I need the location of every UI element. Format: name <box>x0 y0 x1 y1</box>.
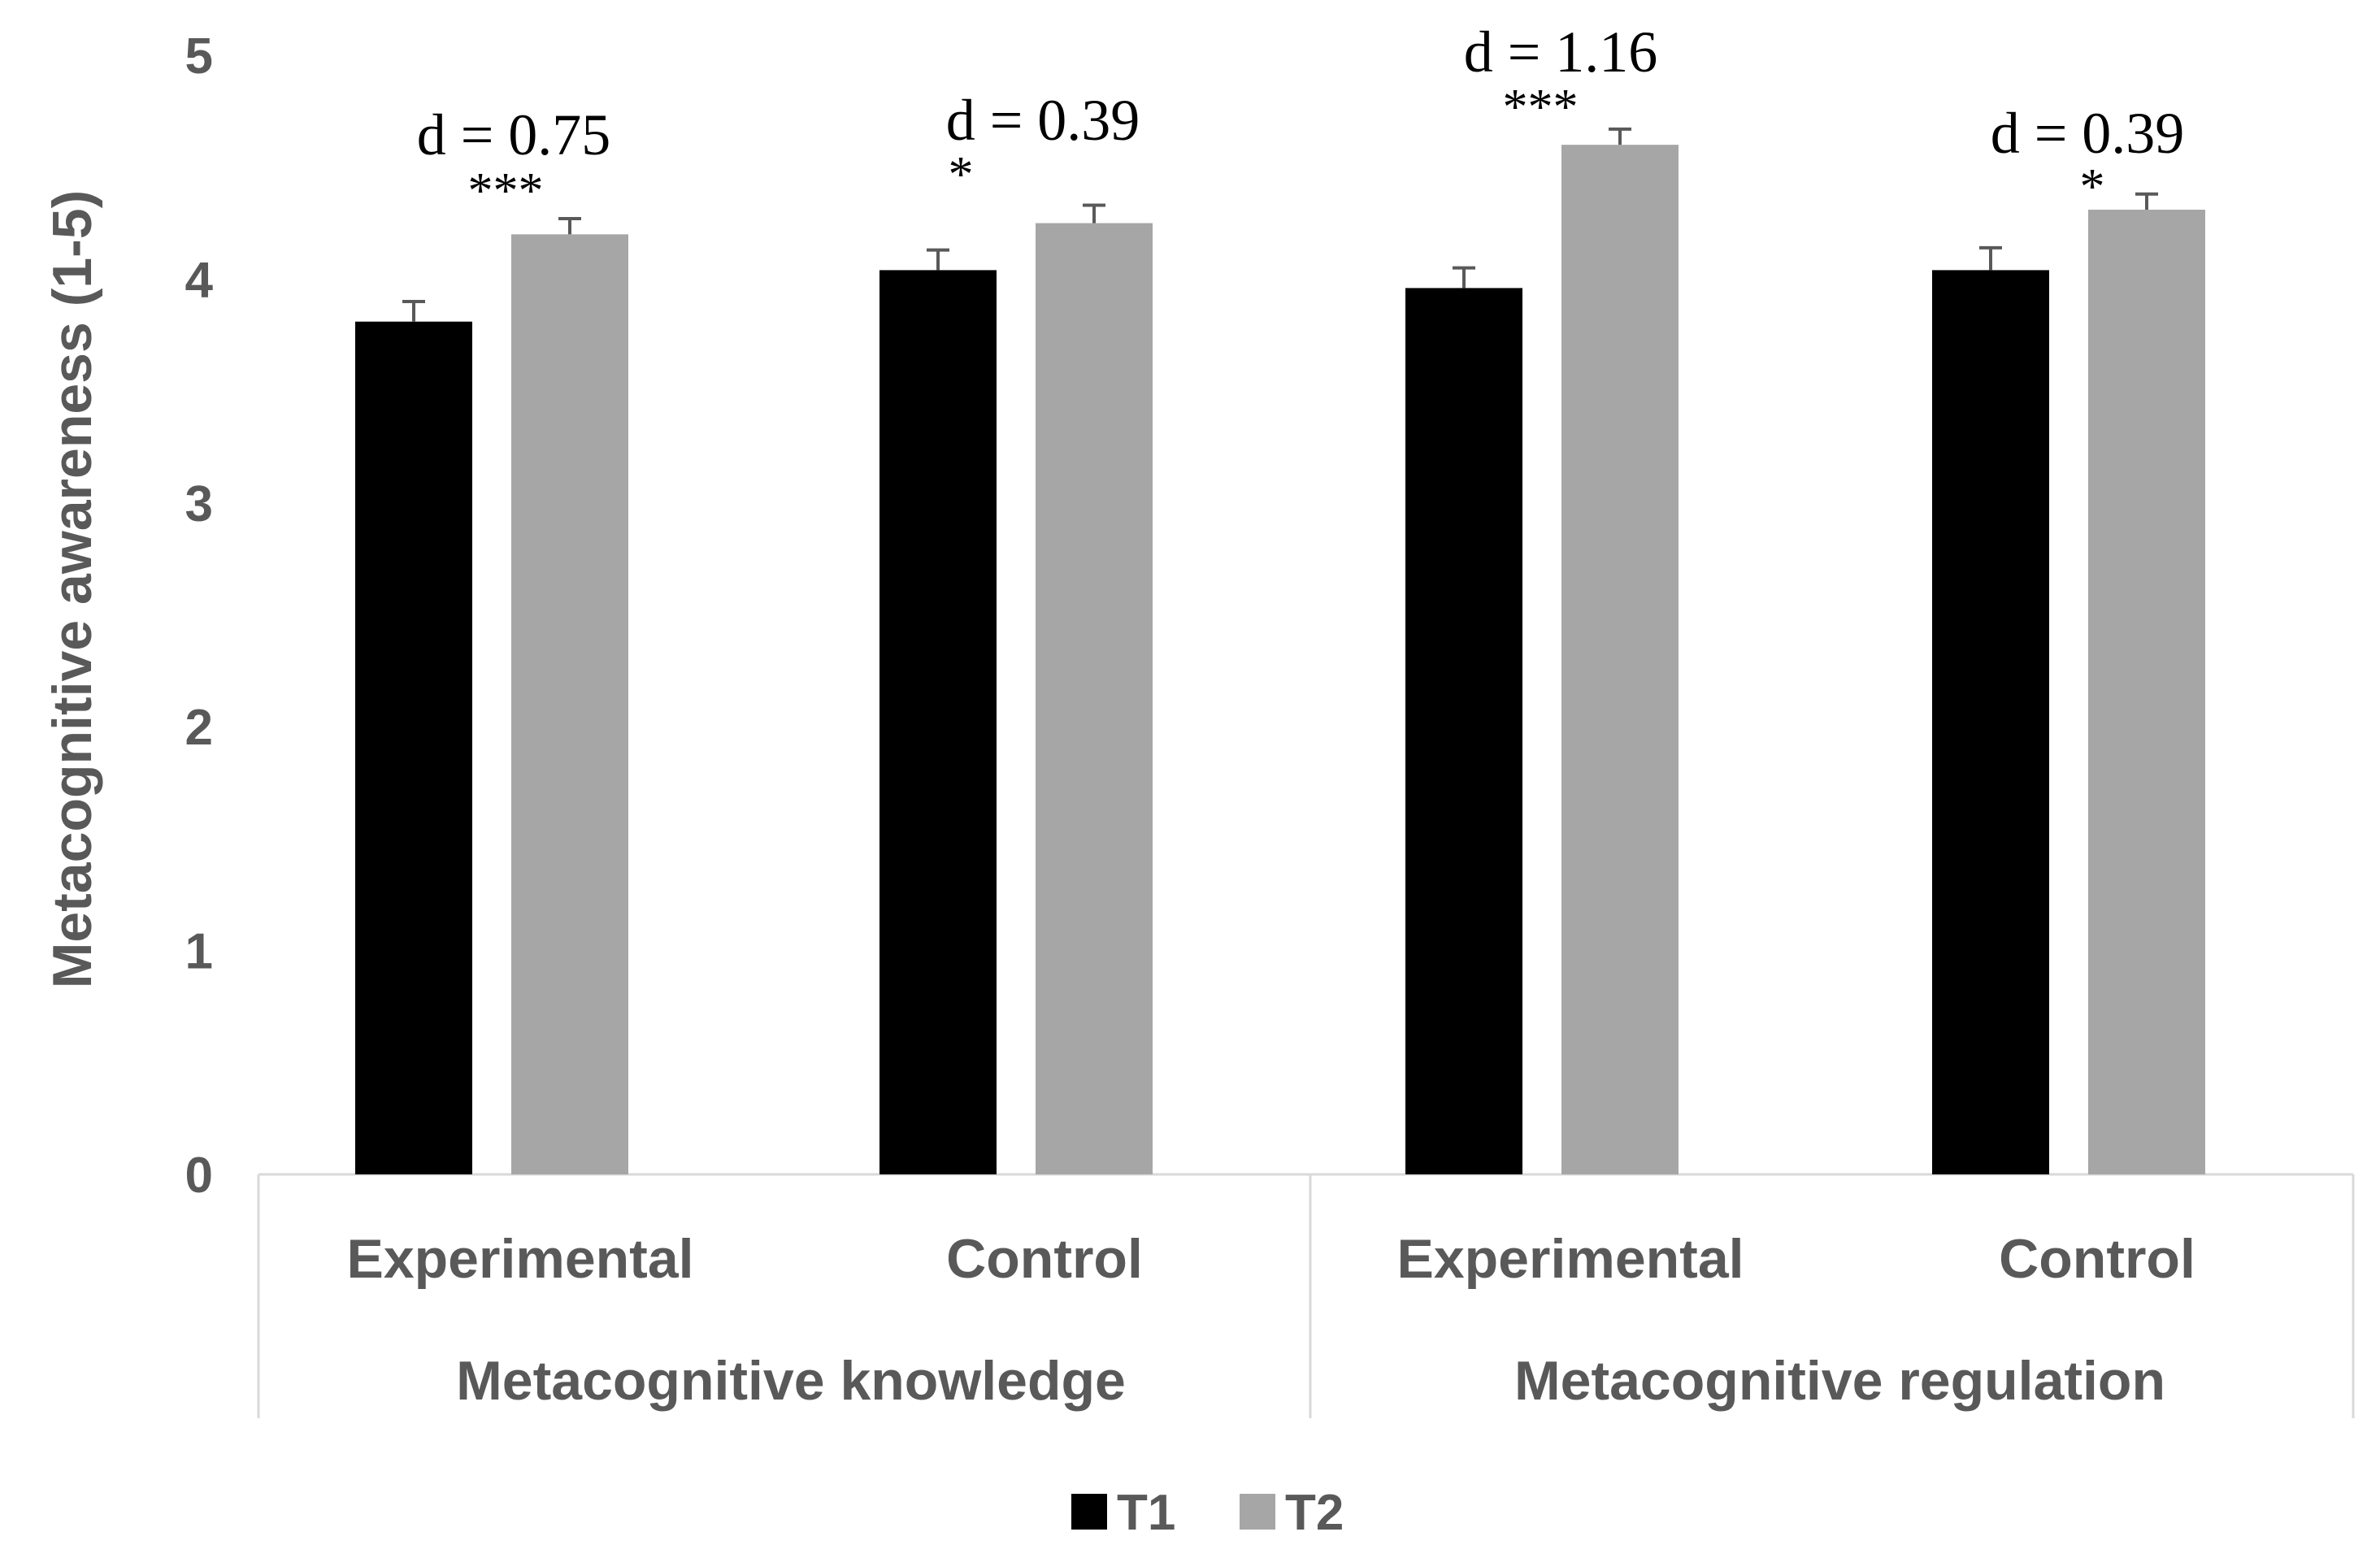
significance-label: * <box>949 147 974 202</box>
bars-layer <box>355 127 2205 1174</box>
annotation-layer: d = 0.75***d = 0.39*d = 1.16*** d = 0.39* <box>417 20 2185 219</box>
legend: T1 T2 <box>1071 1485 1344 1541</box>
bar-t2 <box>2088 210 2205 1174</box>
y-tick-label: 1 <box>185 924 213 980</box>
y-tick-label: 0 <box>185 1148 213 1204</box>
significance-label: *** <box>1503 80 1579 135</box>
y-tick-label: 4 <box>185 252 214 308</box>
bar-t1 <box>1405 288 1522 1174</box>
x-category-label: Control <box>946 1228 1143 1290</box>
x-group-label: Metacognitive regulation <box>1514 1350 2165 1412</box>
significance-label: * <box>2080 159 2105 215</box>
legend-label: T2 <box>1285 1485 1344 1541</box>
bar-t2 <box>1036 223 1153 1174</box>
legend-swatch-t2 <box>1240 1494 1275 1530</box>
axis-layer: 0 1 2 3 4 5 Experimental Control Experimental Con… <box>185 28 2355 1418</box>
effect-size-label: d = 0.75 <box>417 102 611 167</box>
bar-t2 <box>511 234 628 1174</box>
legend-label: T1 <box>1117 1485 1175 1541</box>
x-group-label: Metacognitive knowledge <box>456 1350 1126 1412</box>
significance-label: *** <box>468 163 544 219</box>
bar-t1 <box>355 321 472 1174</box>
y-axis-label: Metacognitive awareness (1-5) <box>41 190 103 989</box>
bar-t1 <box>1932 270 2049 1174</box>
y-tick-label: 5 <box>185 28 213 85</box>
x-category-label: Control <box>1999 1228 2195 1290</box>
bar-t1 <box>879 270 997 1174</box>
y-tick-label: 3 <box>185 476 213 532</box>
bar-t2 <box>1561 145 1679 1174</box>
x-category-label: Experimental <box>346 1228 693 1290</box>
legend-swatch-t1 <box>1071 1494 1107 1530</box>
x-category-label: Experimental <box>1396 1228 1744 1290</box>
effect-size-label: d = 0.39 <box>946 88 1140 153</box>
effect-size-label: d = 0.39 <box>1991 101 2185 166</box>
effect-size-label: d = 1.16 <box>1464 20 1658 85</box>
y-tick-label: 2 <box>185 700 213 756</box>
